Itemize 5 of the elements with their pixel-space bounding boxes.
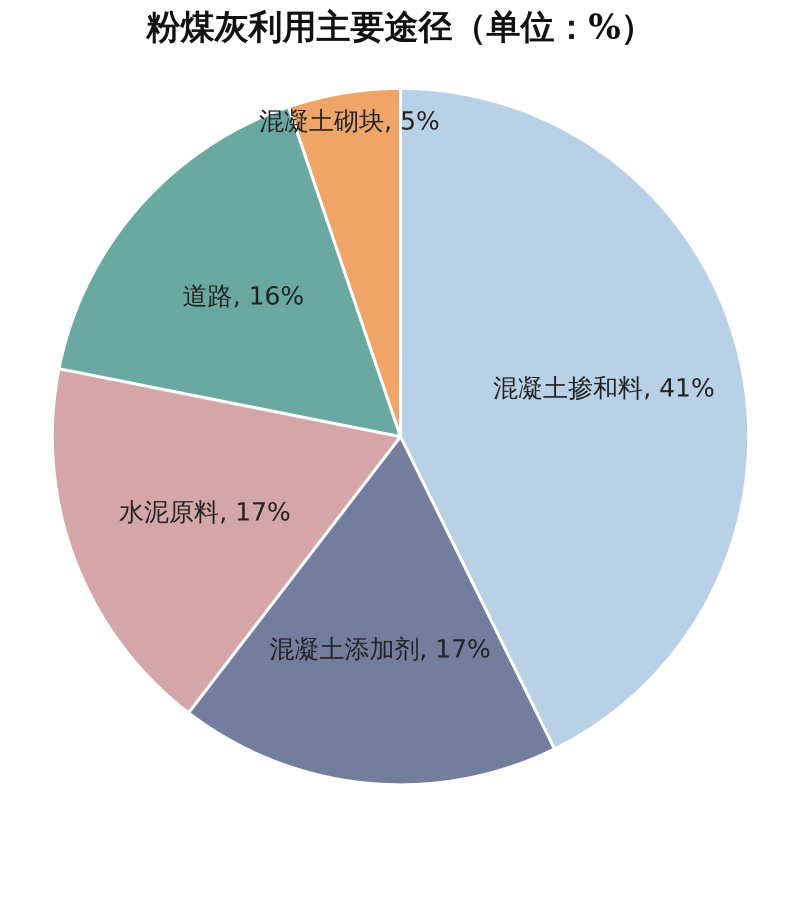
- slice-label: 混凝土掺和料, 41%: [493, 374, 715, 403]
- slice-label: 混凝土添加剂, 17%: [269, 634, 491, 664]
- slice-label: 水泥原料, 17%: [119, 497, 291, 526]
- slice-label: 道路, 16%: [182, 281, 304, 310]
- chart-title: 粉煤灰利用主要途径（单位：%）: [145, 8, 655, 48]
